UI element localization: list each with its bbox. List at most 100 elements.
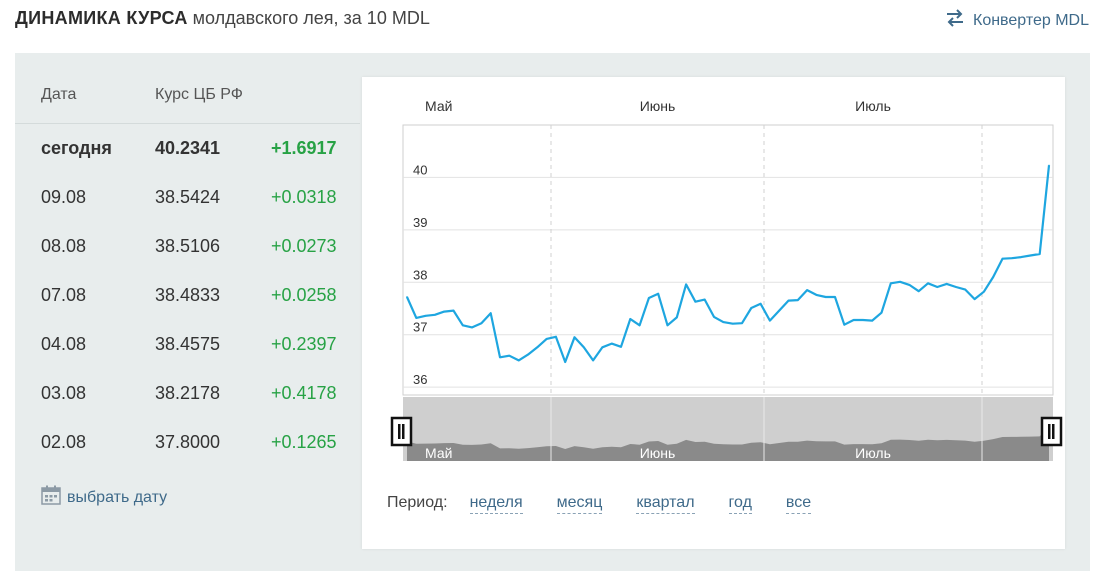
data-point bbox=[536, 346, 539, 349]
data-point bbox=[582, 346, 585, 349]
data-point bbox=[722, 321, 725, 323]
month-label: Июнь bbox=[640, 98, 676, 114]
period-month[interactable]: месяц bbox=[556, 493, 603, 514]
y-tick-label: 36 bbox=[413, 372, 427, 387]
data-point bbox=[610, 342, 613, 345]
data-point bbox=[452, 309, 455, 312]
data-point bbox=[527, 353, 529, 356]
row-rate: 38.4833 bbox=[155, 285, 221, 305]
row-change: +0.4178 bbox=[271, 383, 337, 403]
calendar-icon bbox=[41, 485, 61, 510]
rate-row: 07.08 38.4833 +0.0258 bbox=[15, 271, 360, 320]
data-point bbox=[443, 310, 446, 313]
chart-card: 36 37 38 39 40 Май Июнь Июль Май Июнь Июль Период:… bbox=[362, 77, 1065, 549]
navigator-month-label: Май bbox=[425, 445, 452, 461]
rate-row: 02.08 37.8000 +0.1265 bbox=[15, 418, 360, 467]
row-rate: 37.8000 bbox=[155, 432, 221, 452]
data-point bbox=[834, 296, 836, 298]
y-tick-label: 37 bbox=[413, 320, 427, 335]
row-change: +0.1265 bbox=[271, 432, 337, 452]
data-point bbox=[862, 319, 864, 321]
row-rate: 38.4575 bbox=[155, 334, 221, 354]
period-label: Период: bbox=[387, 494, 448, 511]
data-point bbox=[517, 359, 520, 362]
navigator-month-label: Июнь bbox=[640, 445, 676, 461]
row-date: сегодня bbox=[41, 138, 112, 158]
row-rate: 38.2178 bbox=[155, 383, 221, 403]
row-change: +0.0258 bbox=[271, 285, 337, 305]
data-point bbox=[601, 346, 604, 349]
navigator-area bbox=[407, 426, 1049, 461]
period-year[interactable]: год bbox=[728, 493, 752, 514]
pick-date-label: выбрать дату bbox=[67, 488, 168, 506]
data-point bbox=[750, 307, 753, 309]
data-point bbox=[703, 298, 706, 301]
data-point bbox=[759, 302, 762, 305]
data-point bbox=[1038, 253, 1041, 255]
data-point bbox=[787, 299, 790, 302]
row-change: +0.0318 bbox=[271, 187, 337, 207]
data-point bbox=[992, 276, 994, 278]
data-point bbox=[592, 359, 594, 362]
data-point bbox=[983, 290, 985, 293]
data-point bbox=[406, 296, 408, 298]
data-point bbox=[564, 361, 566, 363]
period-week[interactable]: неделя bbox=[469, 493, 523, 514]
data-point bbox=[890, 282, 892, 285]
data-point bbox=[917, 290, 920, 292]
data-point bbox=[499, 356, 501, 359]
data-point bbox=[1029, 254, 1032, 257]
data-point bbox=[973, 298, 976, 300]
row-change: +0.0273 bbox=[271, 236, 337, 256]
data-point bbox=[1048, 164, 1050, 167]
row-change: +0.2397 bbox=[271, 334, 337, 354]
data-point bbox=[796, 299, 799, 301]
data-point bbox=[489, 312, 492, 315]
data-point bbox=[936, 286, 939, 288]
data-point bbox=[694, 300, 697, 303]
exchange-arrows-icon bbox=[945, 9, 965, 32]
row-date: 09.08 bbox=[41, 187, 87, 207]
data-point bbox=[415, 317, 418, 319]
data-point bbox=[741, 322, 743, 324]
column-header-rate: Курс ЦБ РФ bbox=[155, 86, 243, 103]
rate-row: 04.08 38.4575 +0.2397 bbox=[15, 320, 360, 369]
data-point bbox=[824, 296, 827, 298]
data-point bbox=[852, 319, 855, 321]
converter-link[interactable]: Конвертер MDL bbox=[945, 9, 1089, 32]
data-point bbox=[1010, 257, 1013, 259]
data-point bbox=[955, 286, 957, 288]
data-point bbox=[964, 288, 967, 291]
data-point bbox=[638, 324, 641, 327]
data-point bbox=[666, 324, 669, 327]
rate-row: 09.08 38.5424 +0.0318 bbox=[15, 173, 360, 222]
converter-label: Конвертер MDL bbox=[973, 11, 1089, 29]
period-quarter[interactable]: квартал bbox=[636, 493, 695, 514]
pick-date-link[interactable]: выбрать дату bbox=[41, 485, 167, 510]
title-strong: ДИНАМИКА КУРСА bbox=[15, 8, 188, 28]
data-point bbox=[629, 318, 632, 320]
page-title: ДИНАМИКА КУРСА молдавского лея, за 10 MD… bbox=[15, 8, 430, 29]
data-point bbox=[471, 326, 473, 329]
data-point bbox=[555, 336, 557, 338]
data-point bbox=[899, 280, 901, 283]
data-point bbox=[573, 336, 576, 339]
data-point bbox=[880, 311, 883, 314]
rate-chart[interactable]: 36 37 38 39 40 Май Июнь Июль Май Июнь Июль bbox=[362, 77, 1065, 487]
navigator-handle-left[interactable] bbox=[390, 416, 413, 447]
navigator-handle-right[interactable] bbox=[1040, 416, 1063, 447]
data-point bbox=[713, 316, 715, 318]
y-tick-label: 38 bbox=[413, 267, 427, 282]
data-point bbox=[480, 322, 483, 324]
data-point bbox=[648, 297, 650, 299]
data-point bbox=[1020, 256, 1022, 258]
period-selector: Период: неделя месяц квартал год все bbox=[387, 493, 845, 514]
rate-row: 03.08 38.2178 +0.4178 bbox=[15, 369, 360, 418]
column-header-date: Дата bbox=[41, 86, 77, 103]
row-date: 07.08 bbox=[41, 285, 87, 305]
period-all[interactable]: все bbox=[785, 493, 812, 514]
data-point bbox=[871, 319, 874, 322]
row-date: 02.08 bbox=[41, 432, 87, 452]
data-point bbox=[806, 289, 808, 291]
title-subtitle: молдавского лея, за 10 MDL bbox=[192, 8, 430, 28]
